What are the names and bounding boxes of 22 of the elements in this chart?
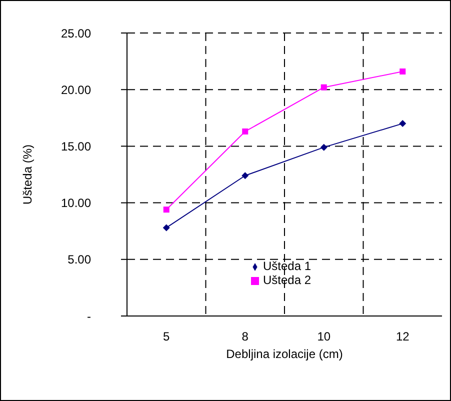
point: [162, 224, 170, 232]
y-tick-label: 10.00: [60, 196, 92, 210]
y-tick-label: 25.00: [60, 26, 92, 40]
point: [320, 84, 327, 90]
point: [242, 128, 248, 134]
y-tick-label: -: [87, 309, 91, 324]
point: [163, 206, 170, 213]
point: [242, 172, 249, 180]
x-axis-title: Debljina izolacije (cm): [226, 347, 343, 361]
point: [320, 144, 328, 151]
y-tick-label: 5.00: [68, 252, 92, 267]
y-tick-label: 15.00: [60, 139, 92, 154]
x-tick-label: 12: [396, 330, 410, 344]
x-tick-label: 8: [242, 330, 249, 344]
point: [400, 68, 406, 74]
y-axis-title: Ušteda (%): [20, 144, 34, 205]
y-tick-label: 20.00: [60, 82, 92, 97]
x-tick-label: 5: [163, 330, 170, 344]
x-tick-label: 10: [317, 330, 331, 344]
legend-label: Ušteda 1: [263, 259, 312, 273]
point: [399, 120, 406, 128]
legend-label: Ušteda 2: [263, 273, 312, 287]
